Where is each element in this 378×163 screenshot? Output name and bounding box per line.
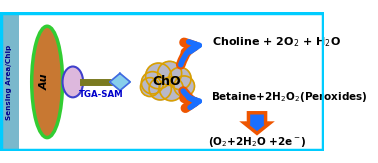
Circle shape: [158, 61, 181, 85]
Polygon shape: [110, 73, 130, 90]
Ellipse shape: [32, 26, 62, 138]
Text: Betaine+2H$_2$O$_2$(Peroxides): Betaine+2H$_2$O$_2$(Peroxides): [211, 90, 367, 104]
Text: Au: Au: [40, 74, 50, 90]
Circle shape: [149, 78, 171, 100]
Circle shape: [141, 72, 164, 94]
Circle shape: [146, 63, 171, 89]
Circle shape: [169, 67, 191, 90]
Circle shape: [160, 77, 183, 101]
Circle shape: [141, 78, 160, 96]
Circle shape: [174, 76, 194, 96]
Text: ChO: ChO: [152, 75, 181, 89]
Text: TGA-SAM: TGA-SAM: [79, 90, 123, 99]
Text: (O$_2$+2H$_2$O +2e$^-$): (O$_2$+2H$_2$O +2e$^-$): [208, 135, 307, 149]
Text: Sensing Area/Chip: Sensing Area/Chip: [6, 44, 12, 119]
FancyArrow shape: [244, 113, 270, 133]
Ellipse shape: [62, 67, 83, 97]
Bar: [2, 13, 19, 150]
Text: Choline + 2O$_2$ + H$_2$O: Choline + 2O$_2$ + H$_2$O: [212, 35, 342, 49]
